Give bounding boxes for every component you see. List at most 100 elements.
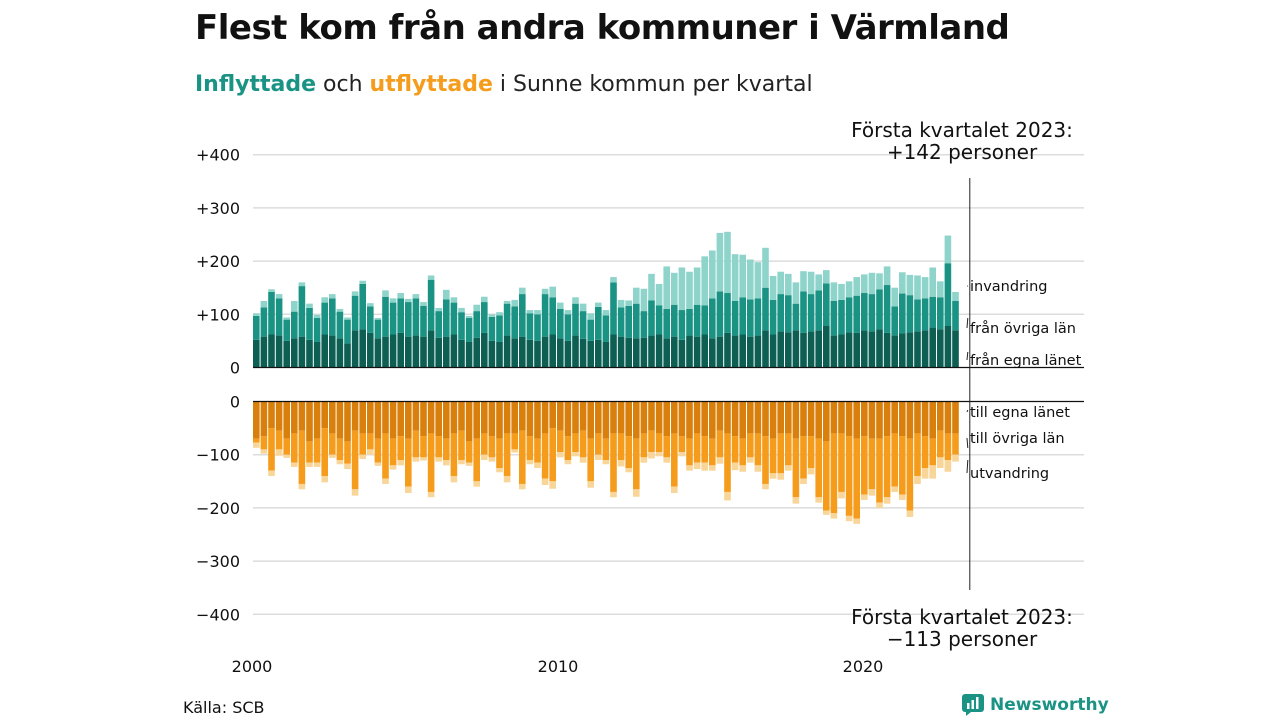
bar-till-egna-lanet [655,401,663,434]
bar-fran-ovriga-lan [709,298,716,339]
bar-fran-egna-lanet [579,338,587,368]
bar-fran-ovriga-lan [754,298,762,336]
bar-invandring [420,302,427,306]
bar-invandring [526,310,534,314]
bar-till-egna-lanet [937,401,944,431]
bar-utvandring [853,518,860,524]
bar-till-egna-lanet [876,401,883,439]
bar-fran-ovriga-lan [519,294,526,337]
bar-fran-ovriga-lan [275,298,283,336]
bar-till-egna-lanet [557,401,564,431]
bar-invandring [473,304,480,312]
bar-fran-ovriga-lan [625,305,632,338]
bar-invandring [747,259,754,300]
bar-fran-ovriga-lan [914,299,921,332]
bar-utvandring [329,454,336,458]
bar-fran-egna-lanet [291,338,298,368]
bar-till-egna-lanet [838,401,845,434]
bar-fran-egna-lanet [876,329,883,368]
source-note: Källa: SCB [183,698,265,717]
bar-invandring [511,299,518,307]
bar-fran-ovriga-lan [450,302,458,335]
y-tick-label: +200 [196,252,240,271]
bar-till-egna-lanet [450,401,458,434]
bar-till-ovriga-lan [914,433,921,476]
bar-utvandring [777,473,784,480]
bar-till-egna-lanet [503,401,511,434]
bar-utvandring [587,481,594,488]
bar-fran-egna-lanet [344,343,351,368]
bar-till-ovriga-lan [564,436,572,461]
bar-fran-ovriga-lan [602,315,610,342]
bar-till-egna-lanet [800,401,807,437]
bar-invandring [465,315,473,319]
bar-invandring [336,308,344,312]
bar-till-ovriga-lan [655,433,663,453]
bar-invandring [313,314,321,319]
bar-utvandring [640,457,648,463]
bar-till-ovriga-lan [792,438,800,498]
bar-till-egna-lanet [921,401,929,437]
bar-invandring [883,266,891,286]
bar-till-ovriga-lan [891,433,898,487]
bar-fran-egna-lanet [686,335,693,368]
bar-fran-ovriga-lan [648,300,655,336]
bar-till-ovriga-lan [724,433,731,492]
bar-fran-egna-lanet [648,335,655,368]
bar-invandring [427,275,435,280]
bar-till-egna-lanet [785,401,792,434]
bar-fran-egna-lanet [693,336,701,368]
bar-invandring [686,271,693,309]
bar-till-ovriga-lan [374,438,382,463]
bar-fran-egna-lanet [868,331,876,368]
bar-till-egna-lanet [268,401,275,429]
bar-till-egna-lanet [769,401,777,439]
bar-invandring [731,254,739,301]
bar-invandring [655,283,663,306]
bar-invandring [321,297,328,303]
label-fran-egna-lanet: från egna länet [970,352,1082,369]
bar-till-ovriga-lan [944,433,952,461]
bar-fran-ovriga-lan [595,306,602,340]
bar-fran-egna-lanet [534,340,541,368]
bar-invandring [458,307,465,313]
bar-utvandring [519,483,526,490]
bar-fran-egna-lanet [891,335,898,368]
bar-fran-egna-lanet [800,332,807,368]
bar-utvandring [792,497,800,504]
bar-fran-egna-lanet [412,335,420,368]
bar-fran-egna-lanet [572,335,579,368]
bar-till-ovriga-lan [359,433,366,455]
bar-till-ovriga-lan [557,430,564,453]
bar-fran-ovriga-lan [420,305,427,337]
bar-fran-egna-lanet [420,336,427,368]
bar-fran-egna-lanet [929,327,936,368]
y-tick-label: +100 [196,305,240,324]
bar-utvandring [313,462,321,467]
bar-till-ovriga-lan [929,438,936,466]
bar-utvandring [602,460,610,465]
bar-utvandring [899,494,906,500]
bar-invandring [617,299,625,308]
bar-invandring [693,267,701,305]
bar-utvandring [435,457,442,462]
bar-utvandring [549,481,556,489]
bar-fran-egna-lanet [617,336,625,368]
bar-till-ovriga-lan [481,433,488,455]
bar-fran-egna-lanet [427,330,435,368]
bar-invandring [435,307,442,312]
subtitle-och: och [323,72,363,97]
bar-invandring [374,318,382,320]
bar-invandring [534,310,541,315]
bar-till-egna-lanet [458,401,465,431]
bar-fran-ovriga-lan [405,302,412,337]
bar-till-ovriga-lan [815,438,822,498]
bar-till-egna-lanet [306,401,313,442]
bar-invandring [557,302,564,309]
bar-utvandring [883,497,891,504]
bar-fran-ovriga-lan [663,308,670,339]
bar-utvandring [595,454,602,461]
bar-fran-ovriga-lan [488,316,496,341]
bar-fran-ovriga-lan [944,263,952,327]
annotation-bottom-value: −113 personer [887,627,1038,651]
